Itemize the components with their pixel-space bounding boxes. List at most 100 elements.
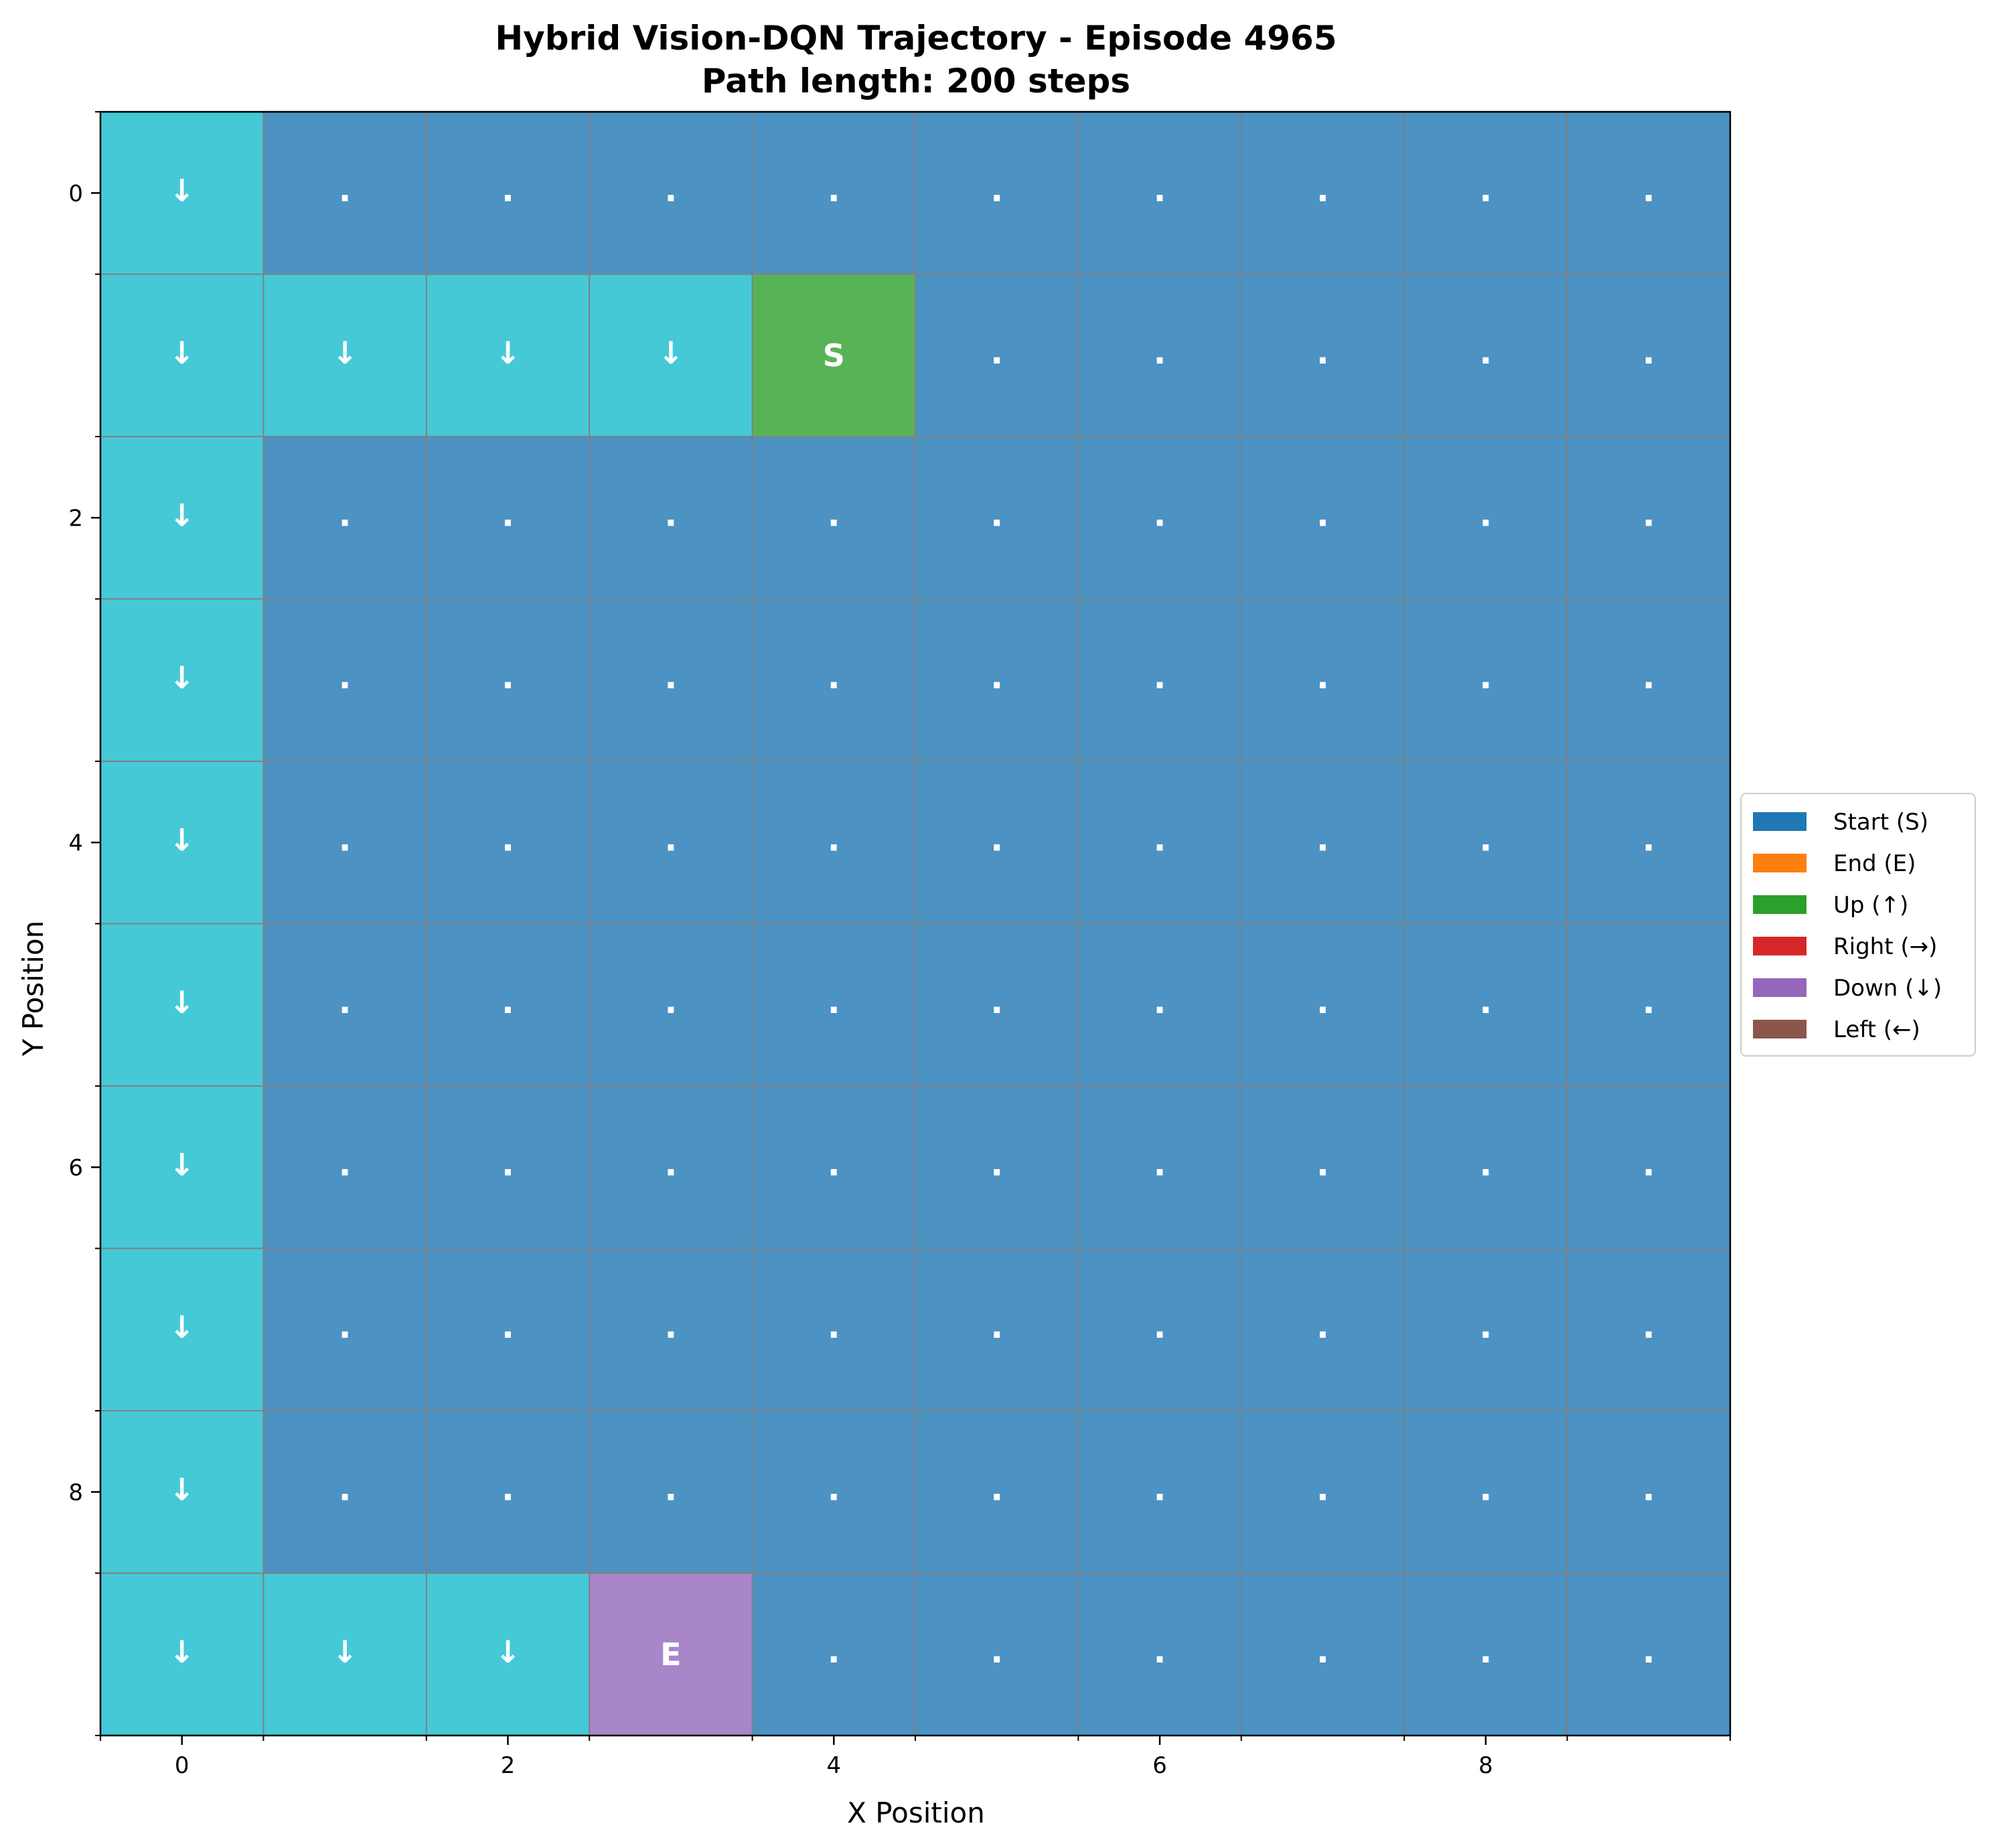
cell-5-2 xyxy=(426,923,590,1086)
cell-symbol-0-4: . xyxy=(828,170,840,209)
cell-symbol-4-5: . xyxy=(990,820,1003,858)
cell-3-3 xyxy=(589,599,753,761)
cell-8-3 xyxy=(589,1411,753,1573)
cell-symbol-1-5: . xyxy=(990,333,1003,372)
cell-symbol-2-4: . xyxy=(828,495,840,534)
cell-symbol-1-8: . xyxy=(1479,333,1492,372)
cell-8-8 xyxy=(1404,1411,1567,1573)
cell-3-7 xyxy=(1241,599,1405,761)
cell-symbol-8-8: . xyxy=(1479,1469,1492,1508)
cell-9-2 xyxy=(426,1573,590,1736)
cell-6-5 xyxy=(915,1086,1079,1249)
cell-7-8 xyxy=(1404,1248,1567,1411)
cell-symbol-0-1: . xyxy=(339,170,352,209)
cell-symbols: ↓........ . ↓ ↓ ↓ ↓ S.... . ↓........ . ↓.........… xyxy=(169,170,1655,1673)
cell-5-6 xyxy=(1078,923,1241,1086)
cell-symbol-8-2: . xyxy=(502,1469,514,1508)
cell-symbol-5-7: . xyxy=(1316,982,1329,1021)
cell-symbol-9-5: . xyxy=(990,1632,1003,1671)
cell-symbol-1-3: ↓ xyxy=(658,335,684,371)
cell-symbol-9-4: . xyxy=(828,1632,840,1671)
cell-6-4 xyxy=(752,1086,915,1249)
cell-8-5 xyxy=(915,1411,1079,1573)
cell-symbol-8-1: . xyxy=(339,1469,352,1508)
cell-3-2 xyxy=(426,599,590,761)
cell-symbol-1-2: ↓ xyxy=(495,335,521,371)
cell-symbol-0-5: . xyxy=(990,170,1003,209)
cell-symbol-0-9: . xyxy=(1642,170,1655,209)
chart-title: Hybrid Vision-DQN Trajectory - Episode 4… xyxy=(495,19,1336,58)
cell-symbol-9-6: . xyxy=(1154,1632,1166,1671)
cell-symbol-5-2: . xyxy=(502,982,514,1021)
cell-symbol-6-6: . xyxy=(1154,1144,1166,1183)
cell-symbol-7-9: . xyxy=(1642,1307,1655,1346)
cell-symbol-4-8: . xyxy=(1479,820,1492,858)
legend-label: End (E) xyxy=(1833,850,1916,877)
cell-symbol-5-6: . xyxy=(1154,982,1166,1021)
cell-4-2 xyxy=(426,761,590,924)
cell-symbol-7-4: . xyxy=(828,1307,840,1346)
cell-symbol-8-0: ↓ xyxy=(169,1471,195,1507)
cell-8-6 xyxy=(1078,1411,1241,1573)
y-tick-label: 8 xyxy=(68,1479,83,1506)
cell-2-7 xyxy=(1241,437,1405,599)
cell-0-2 xyxy=(426,112,590,275)
cell-2-1 xyxy=(263,437,427,599)
cell-8-7 xyxy=(1241,1411,1405,1573)
cell-8-1 xyxy=(263,1411,427,1573)
cell-symbol-0-0: ↓ xyxy=(169,172,195,208)
cell-symbol-0-7: . xyxy=(1316,170,1329,209)
cell-symbol-6-0: ↓ xyxy=(169,1146,195,1182)
cell-8-9 xyxy=(1567,1411,1730,1573)
cell-symbol-2-1: . xyxy=(339,495,352,534)
cell-1-8 xyxy=(1404,274,1567,437)
cell-7-2 xyxy=(426,1248,590,1411)
cell-symbol-8-7: . xyxy=(1316,1469,1329,1508)
cell-symbol-3-5: . xyxy=(990,658,1003,696)
cell-symbol-3-1: . xyxy=(339,658,352,696)
cell-symbol-7-0: ↓ xyxy=(169,1309,195,1345)
cell-9-5 xyxy=(915,1573,1079,1736)
legend-label: Down (↓) xyxy=(1833,975,1942,1002)
cell-symbol-8-3: . xyxy=(664,1469,677,1508)
cell-symbol-3-4: . xyxy=(828,658,840,696)
cell-symbol-4-4: . xyxy=(828,820,840,858)
cell-7-4 xyxy=(752,1248,915,1411)
cell-6-0 xyxy=(100,1086,264,1249)
cell-symbol-1-9: . xyxy=(1642,333,1655,372)
cell-5-3 xyxy=(589,923,753,1086)
cell-symbol-9-9: . xyxy=(1642,1632,1655,1671)
cell-symbol-4-9: . xyxy=(1642,820,1655,858)
cell-symbol-8-9: . xyxy=(1642,1469,1655,1508)
legend-label: Start (S) xyxy=(1833,809,1928,836)
cell-symbol-3-6: . xyxy=(1154,658,1166,696)
cell-symbol-4-6: . xyxy=(1154,820,1166,858)
cell-6-9 xyxy=(1567,1086,1730,1249)
cell-3-4 xyxy=(752,599,915,761)
cell-symbol-7-2: . xyxy=(502,1307,514,1346)
cell-3-5 xyxy=(915,599,1079,761)
cell-4-4 xyxy=(752,761,915,924)
cell-6-6 xyxy=(1078,1086,1241,1249)
cell-0-7 xyxy=(1241,112,1405,275)
legend-label: Up (↑) xyxy=(1833,892,1908,919)
cell-symbol-5-3: . xyxy=(664,982,677,1021)
legend-swatch xyxy=(1753,812,1807,831)
x-tick-label: 0 xyxy=(175,1752,189,1779)
cell-7-3 xyxy=(589,1248,753,1411)
cell-symbol-7-6: . xyxy=(1154,1307,1166,1346)
cell-symbol-1-6: . xyxy=(1154,333,1166,372)
cell-symbol-9-8: . xyxy=(1479,1632,1492,1671)
cell-5-7 xyxy=(1241,923,1405,1086)
cell-7-6 xyxy=(1078,1248,1241,1411)
cell-9-1 xyxy=(263,1573,427,1736)
cell-0-0 xyxy=(100,112,264,275)
legend-swatch xyxy=(1753,978,1807,997)
cell-3-8 xyxy=(1404,599,1567,761)
cell-1-1 xyxy=(263,274,427,437)
cell-5-0 xyxy=(100,923,264,1086)
cell-9-8 xyxy=(1404,1573,1567,1736)
cell-1-5 xyxy=(915,274,1079,437)
x-tick-label: 8 xyxy=(1478,1752,1493,1779)
